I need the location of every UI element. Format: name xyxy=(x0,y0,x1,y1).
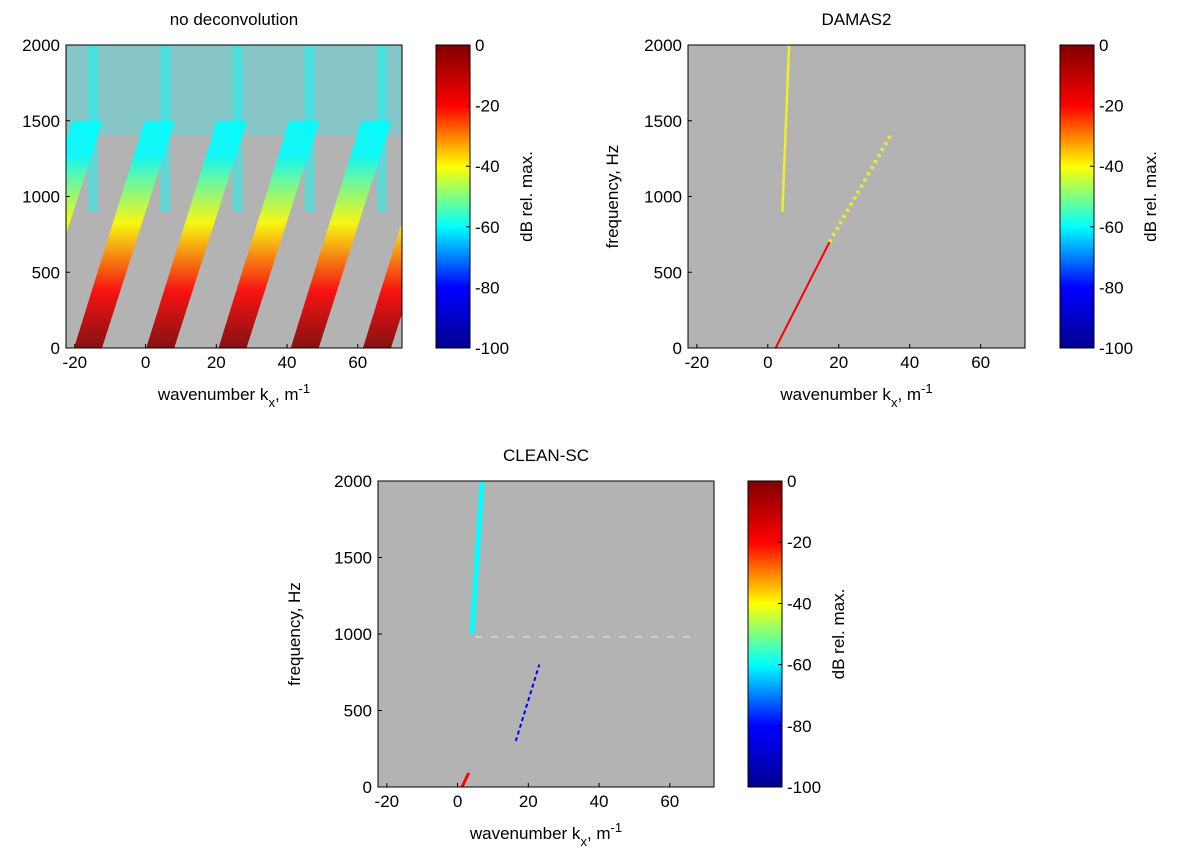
x-axis-label-part: -1 xyxy=(611,820,623,835)
stripe xyxy=(232,45,243,212)
heatmap-features xyxy=(774,45,892,348)
plot-background xyxy=(688,45,1025,348)
chart-title: DAMAS2 xyxy=(822,10,892,29)
y-tick-label: 500 xyxy=(344,702,372,721)
x-tick-label: 20 xyxy=(207,353,226,372)
stripe xyxy=(376,45,387,212)
y-tick-label: 500 xyxy=(654,263,682,282)
band xyxy=(218,120,320,348)
colorbar-tick-label: -100 xyxy=(475,339,509,358)
chart-title: no deconvolution xyxy=(170,10,299,29)
noise xyxy=(66,45,402,136)
colorbar-tick-label: 0 xyxy=(1099,36,1108,55)
y-tick-label: 500 xyxy=(32,263,60,282)
y-tick-label: 2000 xyxy=(334,472,372,491)
x-axis-label-part: -1 xyxy=(299,381,311,396)
stripe xyxy=(304,45,315,212)
x-tick-label: 60 xyxy=(971,353,990,372)
band xyxy=(66,120,103,235)
y-tick-label: 1000 xyxy=(22,188,60,207)
colorbar-tick-label: 0 xyxy=(787,472,796,491)
x-axis-label-part: wavenumber k xyxy=(779,385,891,404)
stripe xyxy=(160,45,171,212)
x-tick-label: 40 xyxy=(278,353,297,372)
y-tick-label: 1500 xyxy=(644,112,682,131)
colorbar-label: dB rel. max. xyxy=(517,151,536,242)
x-axis-label-part: wavenumber k xyxy=(157,385,269,404)
colorbar-tick-label: -40 xyxy=(475,157,500,176)
y-tick-label: 2000 xyxy=(644,36,682,55)
y-tick-label: 1500 xyxy=(334,549,372,568)
streak xyxy=(781,45,791,212)
x-tick-label: 20 xyxy=(519,792,538,811)
x-axis-label: wavenumber kx, m-1 xyxy=(157,381,310,410)
y-tick-label: 0 xyxy=(363,778,372,797)
x-tick-label: -20 xyxy=(375,792,400,811)
x-axis-label-part: , m xyxy=(587,824,611,843)
x-tick-label: 0 xyxy=(453,792,462,811)
x-tick-label: -20 xyxy=(685,353,710,372)
colorbar-tick-label: -100 xyxy=(787,778,821,797)
band xyxy=(146,120,248,348)
stripe xyxy=(88,45,98,212)
x-tick-label: -20 xyxy=(63,353,88,372)
colorbar-tick-label: -40 xyxy=(1099,157,1124,176)
plot-background xyxy=(378,481,714,787)
x-tick-label: 60 xyxy=(660,792,679,811)
colorbar-label: dB rel. max. xyxy=(1141,151,1160,242)
heatmap-features xyxy=(460,481,698,787)
x-tick-label: 60 xyxy=(348,353,367,372)
y-tick-label: 0 xyxy=(673,339,682,358)
y-tick-label: 1000 xyxy=(644,188,682,207)
x-axis-label-part: , m xyxy=(275,385,299,404)
x-axis-label-part: x xyxy=(580,834,587,849)
x-axis-label-part: wavenumber k xyxy=(469,824,581,843)
x-axis-label: wavenumber kx, m-1 xyxy=(779,381,932,410)
colorbar-tick-label: -80 xyxy=(787,717,812,736)
colorbar xyxy=(747,480,783,788)
band xyxy=(362,222,402,348)
colorbar-tick-label: -20 xyxy=(1099,97,1124,116)
y-tick-label: 1500 xyxy=(22,112,60,131)
x-tick-label: 20 xyxy=(829,353,848,372)
streak xyxy=(460,772,471,787)
streak xyxy=(469,481,485,635)
colorbar-tick-label: -100 xyxy=(1099,339,1133,358)
heatmap-features xyxy=(66,45,402,348)
colorbar-label: dB rel. max. xyxy=(829,589,848,680)
chart-title: CLEAN-SC xyxy=(503,446,589,465)
y-axis-label: frequency, Hz xyxy=(285,582,304,686)
x-axis-label-part: x xyxy=(891,395,898,410)
colorbar xyxy=(435,44,471,349)
colorbar-tick-label: -80 xyxy=(475,278,500,297)
band xyxy=(74,120,175,348)
streak xyxy=(514,664,541,742)
colorbar-tick-label: -60 xyxy=(1099,218,1124,237)
colorbar-tick-label: 0 xyxy=(475,36,484,55)
band xyxy=(290,120,392,348)
streak xyxy=(774,241,831,348)
x-tick-label: 40 xyxy=(590,792,609,811)
colorbar-tick-label: -80 xyxy=(1099,278,1124,297)
x-tick-label: 40 xyxy=(900,353,919,372)
x-axis-label-part: -1 xyxy=(921,381,933,396)
x-tick-label: 0 xyxy=(141,353,150,372)
colorbar-tick-label: -20 xyxy=(475,97,500,116)
y-tick-label: 2000 xyxy=(22,36,60,55)
colorbar-tick-label: -20 xyxy=(787,533,812,552)
y-axis-label: frequency, Hz xyxy=(603,145,622,249)
y-tick-label: 0 xyxy=(51,339,60,358)
y-tick-label: 1000 xyxy=(334,625,372,644)
colorbar-tick-label: -40 xyxy=(787,594,812,613)
x-axis-label: wavenumber kx, m-1 xyxy=(469,820,622,849)
x-axis-label-part: x xyxy=(268,395,275,410)
colorbar xyxy=(1059,44,1095,349)
x-axis-label-part: , m xyxy=(897,385,921,404)
colorbar-tick-label: -60 xyxy=(787,656,812,675)
colorbar-tick-label: -60 xyxy=(475,218,500,237)
x-tick-label: 0 xyxy=(763,353,772,372)
